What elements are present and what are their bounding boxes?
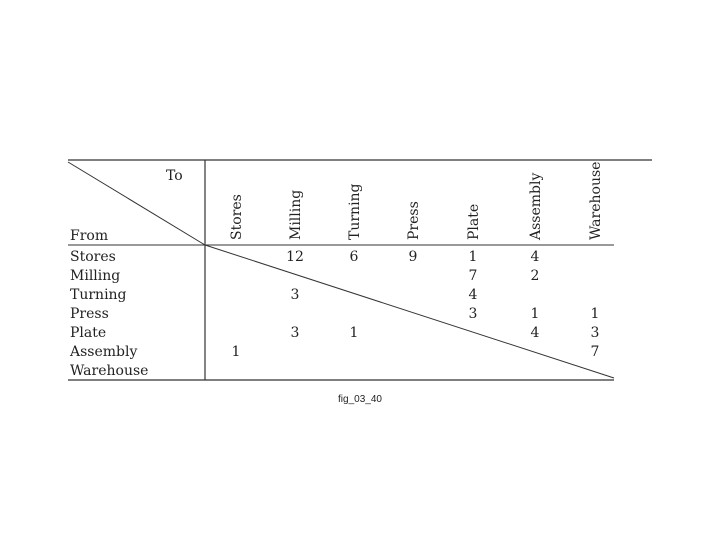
row-labels: Stores Milling Turning Press Plate Assembly Wa… (69, 249, 148, 379)
column-header-warehouse: Warehouse (588, 162, 604, 240)
row-label-press: Press (70, 306, 109, 322)
matrix-cell: 1 (469, 249, 478, 265)
matrix-diagonal (204, 244, 615, 379)
matrix-cell: 9 (409, 249, 418, 265)
row-label-turning: Turning (70, 287, 127, 303)
column-headers: Stores Milling Turning Press Plate Assembly Wa… (229, 162, 604, 241)
row-label-warehouse: Warehouse (70, 363, 148, 379)
matrix-cell: 4 (531, 325, 540, 341)
row-label-stores: Stores (70, 249, 116, 265)
row-label-milling: Milling (70, 268, 120, 284)
row-label-plate: Plate (70, 325, 106, 341)
column-header-turning: Turning (347, 183, 363, 240)
from-label: From (70, 228, 108, 244)
matrix-cell: 6 (350, 249, 359, 265)
matrix-cell: 4 (531, 249, 540, 265)
matrix-cell: 1 (232, 344, 241, 360)
column-header-milling: Milling (288, 190, 304, 240)
to-label: To (166, 168, 183, 184)
matrix-cell: 2 (531, 268, 540, 284)
matrix-cell: 7 (591, 344, 600, 360)
matrix-cell: 3 (469, 306, 478, 322)
matrix-cell: 4 (469, 287, 478, 303)
cell-values: 12 6 9 1 4 7 2 3 4 3 1 1 3 1 4 3 1 7 (232, 249, 600, 360)
matrix-cell: 1 (591, 306, 600, 322)
matrix-cell: 1 (531, 306, 540, 322)
matrix-cell: 3 (291, 325, 300, 341)
matrix-cell: 12 (286, 249, 304, 265)
column-header-assembly: Assembly (528, 173, 544, 241)
matrix-cell: 3 (591, 325, 600, 341)
matrix-cell: 7 (469, 268, 478, 284)
corner-diagonal (67, 161, 206, 246)
figure-caption: fig_03_40 (338, 394, 382, 405)
column-header-stores: Stores (229, 194, 245, 240)
column-header-press: Press (406, 201, 422, 240)
matrix-cell: 1 (350, 325, 359, 341)
row-label-assembly: Assembly (69, 344, 137, 360)
matrix-cell: 3 (291, 287, 300, 303)
column-header-plate: Plate (466, 204, 482, 240)
